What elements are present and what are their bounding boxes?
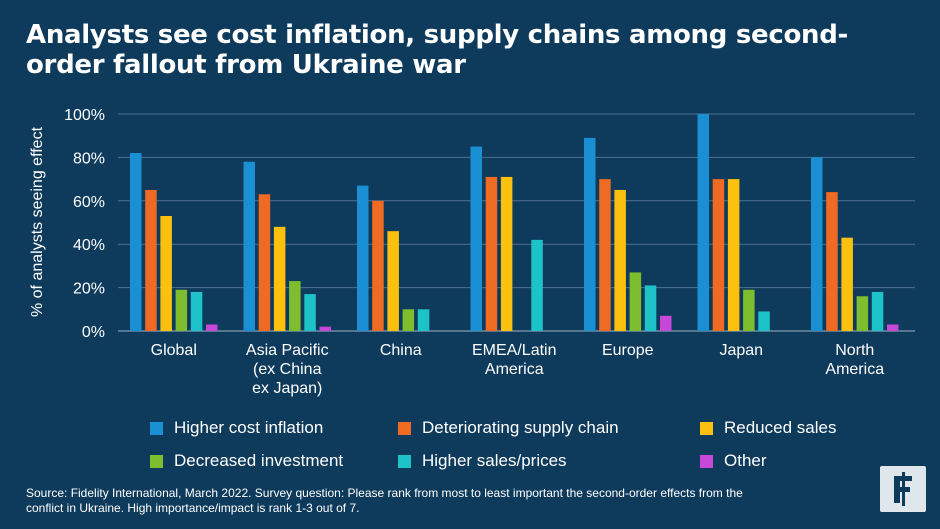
bar-deteriorating-supply-chain (826, 192, 838, 331)
y-tick-label: 60% (73, 194, 105, 211)
x-tick-label: Japan (719, 342, 763, 359)
y-tick-label: 100% (64, 107, 105, 124)
bar-higher-cost-inflation (811, 157, 823, 331)
x-tick-label: China (380, 342, 422, 359)
bar-deteriorating-supply-chain (712, 179, 725, 331)
bar-reduced-sales (160, 215, 172, 331)
bar-other (319, 326, 331, 331)
legend-label: Decreased investment (174, 451, 344, 470)
bar-higher-cost-inflation (697, 114, 709, 331)
bar-decreased-investment (743, 289, 755, 331)
bar-deteriorating-supply-chain (145, 189, 157, 331)
legend-item: Decreased investment (150, 451, 343, 471)
bar-reduced-sales (727, 179, 740, 331)
legend-label: Deteriorating supply chain (422, 418, 619, 437)
y-tick-label: 20% (73, 281, 105, 298)
bar-higher-cost-inflation (584, 137, 596, 331)
bar-higher-sales-prices (304, 294, 316, 331)
bar-reduced-sales (273, 226, 286, 331)
legend-swatch (150, 421, 163, 435)
bar-decreased-investment (402, 309, 415, 331)
source-line-2: conflict in Ukraine. High importance/imp… (26, 501, 360, 515)
legend-item: Other (700, 451, 767, 471)
legend-item: Higher sales/prices (398, 451, 567, 471)
gridlines (118, 113, 915, 332)
y-tick-label: 40% (73, 237, 105, 254)
bar-other (887, 324, 899, 331)
legend-label: Higher cost inflation (174, 418, 324, 437)
legend-swatch (398, 454, 411, 468)
x-axis-labels: Global Asia Pacific (ex China ex Japan) Chin… (151, 342, 885, 397)
bar-higher-sales-prices (871, 291, 884, 331)
legend-item: Higher cost inflation (150, 418, 323, 438)
bar-higher-cost-inflation (470, 146, 482, 331)
x-tick-label: EMEA/Latin America (472, 342, 556, 378)
bar-decreased-investment (629, 272, 642, 331)
bar-reduced-sales (614, 189, 626, 331)
bar-deteriorating-supply-chain (485, 176, 498, 331)
y-tick-label: 0% (82, 324, 105, 341)
bar-higher-cost-inflation (130, 153, 142, 331)
x-tick-label: Asia Pacific (ex China ex Japan) (246, 342, 329, 397)
chart-title: Analysts see cost inflation, supply chai… (26, 20, 849, 80)
legend-label: Other (724, 451, 767, 470)
x-tick-label: North America (825, 342, 884, 378)
bar-deteriorating-supply-chain (599, 179, 611, 331)
legend-swatch (398, 421, 411, 435)
bars (130, 114, 899, 331)
bar-reduced-sales (500, 176, 513, 331)
y-axis-ticks: 0% 20% 40% 60% 80% 100% (64, 107, 105, 341)
y-tick-label: 80% (73, 150, 105, 167)
legend-swatch (150, 454, 163, 468)
source-note: Source: Fidelity International, March 20… (26, 486, 846, 516)
bar-higher-cost-inflation (243, 161, 255, 331)
bar-deteriorating-supply-chain (372, 200, 384, 331)
bar-reduced-sales (841, 237, 853, 331)
bar-higher-cost-inflation (357, 185, 369, 331)
legend-item: Deteriorating supply chain (398, 418, 619, 438)
x-tick-label: Europe (602, 342, 654, 359)
legend-swatch (700, 454, 713, 468)
bar-higher-sales-prices (190, 291, 203, 331)
bar-decreased-investment (289, 281, 301, 331)
bar-deteriorating-supply-chain (258, 194, 271, 331)
bar-higher-sales-prices (644, 285, 657, 331)
bar-chart: 0% 20% 40% 60% 80% 100% Global Asia Pacific (ex… (29, 107, 915, 397)
legend-swatch (700, 421, 713, 435)
bar-higher-sales-prices (758, 311, 770, 331)
legend-label: Reduced sales (724, 418, 837, 437)
bar-reduced-sales (387, 231, 399, 331)
y-axis-label: % of analysts seeing effect (29, 126, 46, 317)
legend-item: Reduced sales (700, 418, 836, 438)
bar-other (660, 315, 672, 331)
bar-higher-sales-prices (417, 309, 430, 331)
bar-decreased-investment (175, 289, 188, 331)
bar-decreased-investment (856, 296, 869, 331)
bar-higher-sales-prices (531, 239, 543, 331)
x-tick-label: Global (151, 342, 197, 359)
bar-other (206, 324, 218, 331)
fidelity-logo-icon (880, 466, 926, 512)
source-line-1: Source: Fidelity International, March 20… (26, 486, 743, 500)
legend-label: Higher sales/prices (422, 451, 567, 470)
